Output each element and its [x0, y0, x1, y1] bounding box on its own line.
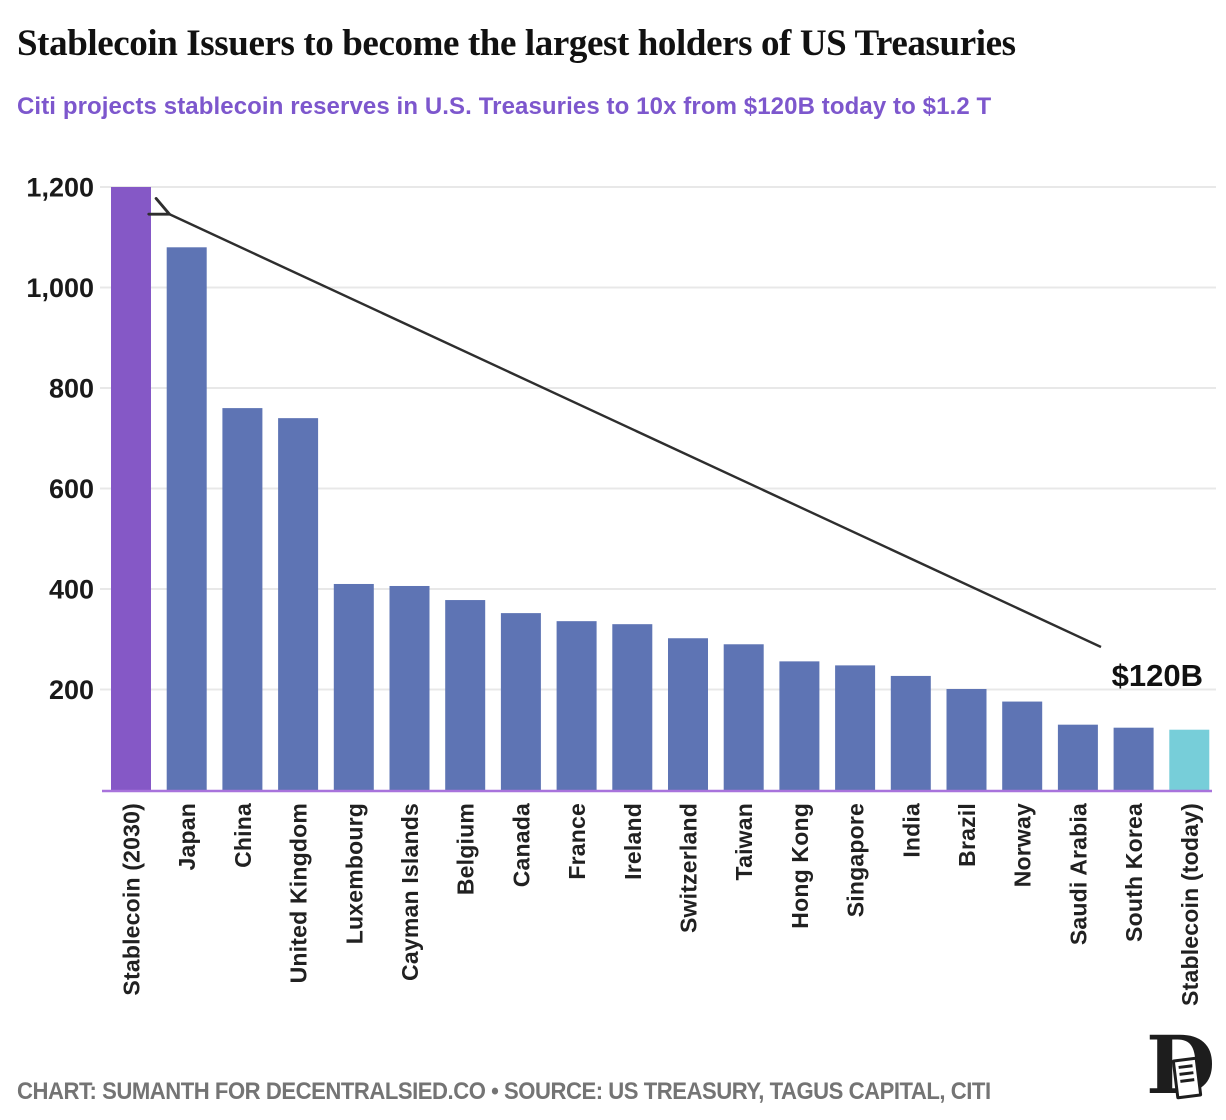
x-tick-label-china: China: [230, 803, 256, 868]
bar-belgium: [445, 600, 486, 790]
y-tick-label-1200: 1,200: [26, 173, 94, 203]
bar-cayman-islands: [389, 585, 430, 790]
x-tick-label-japan: Japan: [174, 803, 200, 870]
y-tick-label-1000: 1,000: [26, 273, 94, 303]
x-tick-label-united-kingdom: United Kingdom: [286, 803, 312, 983]
x-tick-label-taiwan: Taiwan: [731, 803, 757, 880]
chart-title: Stablecoin Issuers to become the largest…: [17, 23, 1016, 64]
credit-text: CHART: SUMANTH FOR DECENTRALSIED.CO • SO…: [17, 1078, 991, 1105]
bar-china: [222, 408, 263, 790]
x-tick-label-south-korea: South Korea: [1121, 803, 1147, 942]
bar-hong-kong: [779, 661, 820, 790]
bar-france: [556, 621, 597, 790]
y-tick-label-800: 800: [49, 374, 94, 404]
bar-stablecoin-2030: [111, 187, 151, 790]
x-tick-label-canada: Canada: [508, 803, 534, 887]
scroll-icon: [1171, 1056, 1203, 1100]
bar-norway: [1002, 701, 1043, 790]
x-tick-label-norway: Norway: [1010, 803, 1036, 887]
bar-ireland: [612, 624, 653, 790]
x-tick-label-luxembourg: Luxembourg: [341, 803, 367, 944]
x-tick-label-stablecoin-today: Stablecoin (today): [1177, 803, 1203, 1006]
bar-stablecoin-today: [1169, 729, 1210, 790]
x-tick-label-switzerland: Switzerland: [676, 803, 702, 933]
bar-singapore: [835, 665, 876, 790]
x-tick-label-singapore: Singapore: [843, 803, 869, 917]
bar-japan: [166, 247, 207, 791]
x-tick-label-india: India: [898, 803, 924, 858]
x-tick-label-cayman-islands: Cayman Islands: [397, 803, 423, 981]
x-tick-label-brazil: Brazil: [954, 803, 980, 867]
x-tick-label-saudi-arabia: Saudi Arabia: [1065, 803, 1091, 945]
bar-brazil: [946, 688, 987, 790]
bar-united-kingdom: [278, 418, 319, 790]
x-tick-label-france: France: [564, 803, 590, 880]
x-tick-label-belgium: Belgium: [453, 803, 479, 895]
bar-south-korea: [1113, 727, 1154, 790]
bar-luxembourg: [333, 583, 374, 790]
bar-india: [890, 675, 931, 790]
annotation-120b: $120B: [1112, 658, 1203, 693]
annotation-arrow: [169, 214, 1102, 649]
decentralised-logo: D: [1146, 1022, 1220, 1114]
x-tick-label-ireland: Ireland: [620, 803, 646, 880]
bar-canada: [500, 613, 541, 790]
chart-footer: CHART: SUMANTH FOR DECENTRALSIED.CO • SO…: [17, 1078, 991, 1106]
bar-switzerland: [668, 638, 708, 790]
x-tick-label-hong-kong: Hong Kong: [787, 803, 813, 929]
bar-saudi-arabia: [1057, 724, 1098, 790]
x-tick-label-stablecoin-2030: Stablecoin (2030): [119, 803, 145, 996]
y-tick-label-200: 200: [49, 675, 94, 705]
bar-taiwan: [723, 644, 764, 790]
y-tick-label-600: 600: [49, 474, 94, 504]
chart-subtitle: Citi projects stablecoin reserves in U.S…: [17, 93, 992, 120]
y-tick-label-400: 400: [49, 575, 94, 605]
